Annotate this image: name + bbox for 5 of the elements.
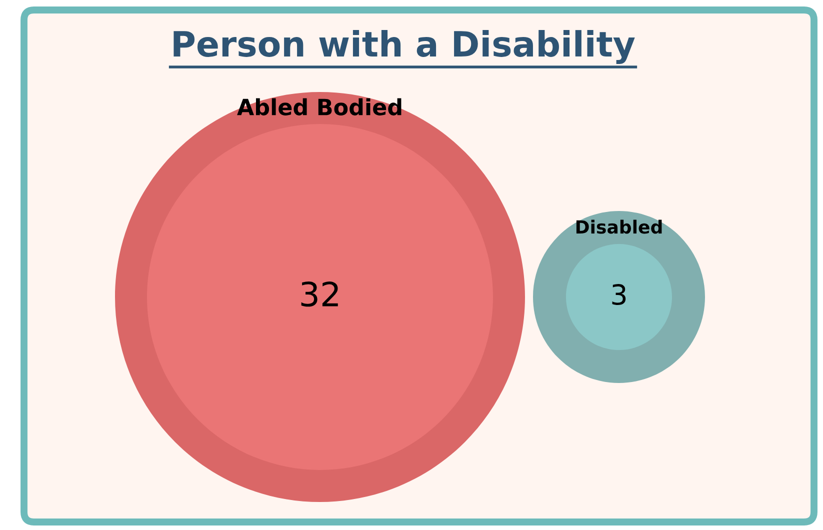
category-label: Abled Bodied: [237, 98, 402, 116]
text: Person with a Disability: [174, 30, 635, 64]
data-label: 32: [301, 281, 338, 307]
category-label: Disabled: [576, 220, 662, 234]
data-label: 3: [612, 284, 626, 306]
